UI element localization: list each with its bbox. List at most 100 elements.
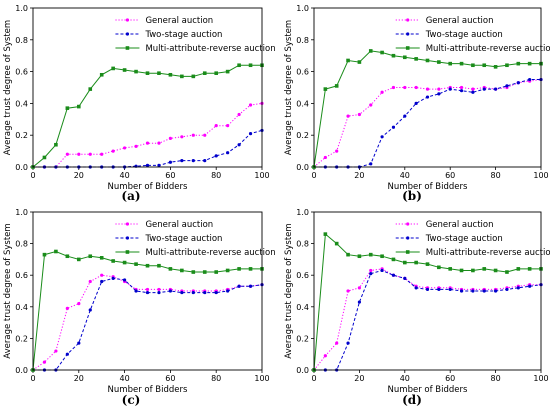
data-point [403,85,407,90]
x-axis-label: Number of Bidders [108,182,188,192]
data-point [99,72,104,77]
data-point [214,270,218,274]
data-point [145,263,150,268]
plot-frame [32,211,263,371]
data-point [448,287,452,292]
x-tick-label: 40 [120,171,130,180]
y-tick-label: 1.0 [296,4,309,13]
data-point [237,63,241,68]
data-point [391,53,396,58]
data-point [88,87,93,91]
data-point [380,90,384,94]
legend-label-1: General auction [426,16,494,26]
data-point [191,270,196,274]
data-point [191,133,195,137]
data-point [54,142,58,147]
data-point [482,63,487,68]
data-point [334,84,339,88]
legend-label-3: Multi-attribute-reverse auction [145,44,275,54]
x-tick-label: 20 [354,171,364,180]
chart-panel-3: 0 20 40 60 80 100 0.0 0.2 0.4 0.6 0.8 1.0 Number of … [3,208,276,407]
data-point [459,268,464,273]
data-point [168,136,172,140]
plot-frame [32,7,263,168]
data-point [323,87,328,91]
data-point [323,354,327,358]
data-point [214,154,218,158]
data-point [437,287,441,292]
y-tick-label: 1.0 [15,4,28,13]
data-point [369,103,373,107]
data-point [111,66,115,71]
data-point [203,159,207,163]
data-point [357,286,361,290]
panel-label: (c) [122,393,141,407]
data-point [248,284,253,288]
data-point [100,273,104,277]
data-point [248,63,253,68]
data-point [403,260,407,265]
data-point [77,152,81,156]
series-line-1 [313,268,541,371]
data-point [403,276,407,280]
data-point [414,260,418,265]
data-point [459,89,464,93]
data-point [516,267,521,271]
x-axis-label: Number of Bidders [388,182,468,192]
y-tick-label: 0.6 [15,68,28,77]
y-tick-label: 0.6 [296,271,309,280]
x-tick-label: 40 [400,374,410,383]
data-point [380,254,384,259]
data-point [471,268,475,273]
data-point [425,95,430,99]
data-point [145,290,150,295]
data-point [369,268,373,273]
data-point [448,267,452,271]
y-axis-label: Average trust degree of System [284,223,294,358]
data-point [357,254,362,259]
data-point [323,155,327,160]
data-point [168,160,172,164]
data-point [335,149,339,153]
legend-label-2: Two-stage auction [425,234,503,244]
y-tick-label: 0.2 [296,131,309,140]
data-point [248,132,253,136]
data-point [180,159,184,163]
plot-frame [313,211,542,371]
data-point [100,152,104,156]
data-point [88,152,92,156]
panel-label: (a) [121,189,140,203]
data-point [214,124,218,128]
legend-marker [406,222,410,226]
legend-marker [125,236,130,240]
x-tick-label: 0 [311,374,316,383]
y-tick-label: 0.0 [296,366,309,375]
data-point [346,252,350,257]
data-point [505,270,509,274]
data-point [414,101,418,105]
legend-marker [125,222,130,226]
data-point [134,262,138,266]
data-point [459,61,464,66]
data-point [425,87,430,91]
x-tick-label: 80 [491,374,501,383]
data-point [437,87,441,91]
data-point [493,65,498,69]
data-point [482,289,486,293]
data-point [100,279,104,284]
data-point [134,144,138,148]
data-point [157,71,161,75]
x-axis-label: Number of Bidders [388,385,468,395]
data-point [111,276,115,280]
data-point [334,241,339,246]
data-point [157,263,161,268]
data-point [516,61,521,66]
data-point [88,308,92,312]
y-tick-label: 0.8 [15,36,28,45]
data-point [226,151,230,155]
data-point [414,57,418,61]
legend-marker [405,46,410,50]
y-axis-label: Average trust degree of System [3,223,13,358]
data-point [122,260,127,265]
data-point [357,300,361,304]
